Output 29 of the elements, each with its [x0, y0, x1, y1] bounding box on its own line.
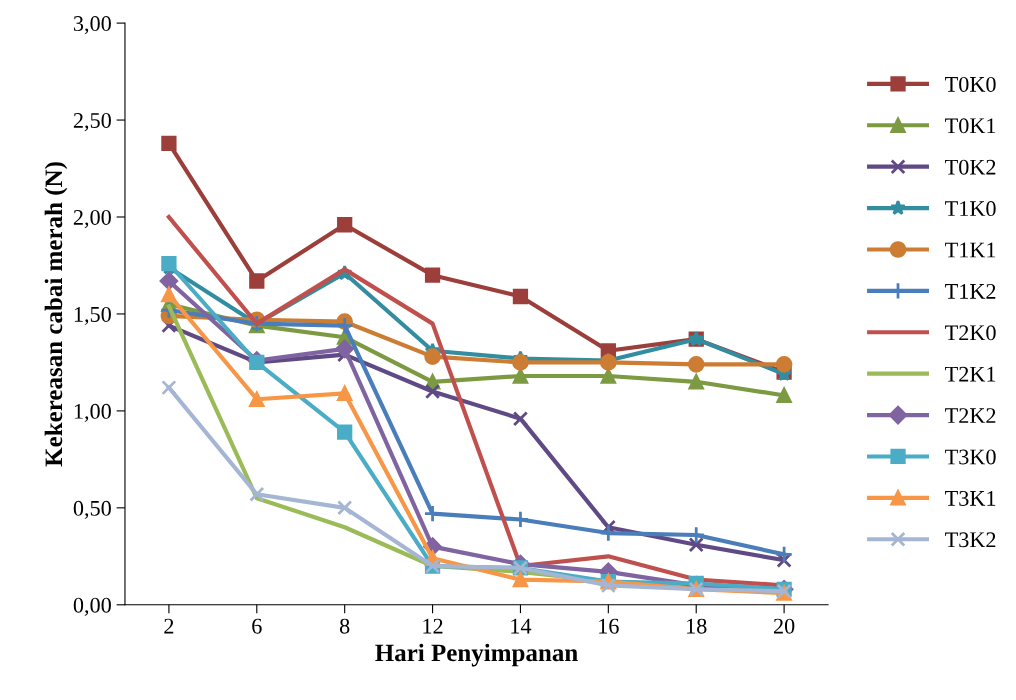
legend-label: T3K1	[945, 490, 996, 506]
y-axis-title: Kekereasan cabai merah (N)	[44, 162, 68, 467]
x-tick-label: 8	[339, 618, 350, 634]
x-tick-label: 18	[687, 618, 707, 634]
y-tick-label: 2,00	[73, 209, 111, 229]
legend-label: T2K0	[945, 325, 996, 341]
y-tick-label: 1,00	[74, 403, 111, 423]
legend-label: T1K1	[945, 242, 996, 258]
y-tick-label: 0,50	[73, 500, 111, 519]
legend-label: T2K2	[945, 408, 996, 423]
x-tick-label: 2	[164, 618, 174, 634]
y-tick-label: 3,00	[73, 16, 111, 35]
legend-label: T3K0	[945, 449, 996, 465]
legend-label: T1K2	[945, 283, 996, 299]
legend-label: T1K0	[945, 201, 996, 217]
x-tick-label: 14	[511, 618, 532, 634]
legend-label: T0K1	[945, 118, 996, 134]
x-tick-label: 20	[773, 618, 795, 634]
legend-label: T0K2	[945, 159, 996, 175]
legend-label: T3K2	[945, 532, 996, 548]
y-tick-label: 1,50	[74, 306, 111, 326]
y-tick-label: 2,50	[73, 112, 111, 132]
y-tick-label: 0,00	[73, 597, 111, 616]
x-axis-title: Hari Penyimpanan	[375, 643, 578, 667]
legend-label: T2K1	[945, 366, 996, 382]
x-tick-label: 6	[252, 618, 262, 634]
x-tick-label: 16	[599, 618, 619, 634]
legend-label: T0K0	[945, 76, 996, 92]
x-tick-label: 12	[423, 618, 443, 634]
